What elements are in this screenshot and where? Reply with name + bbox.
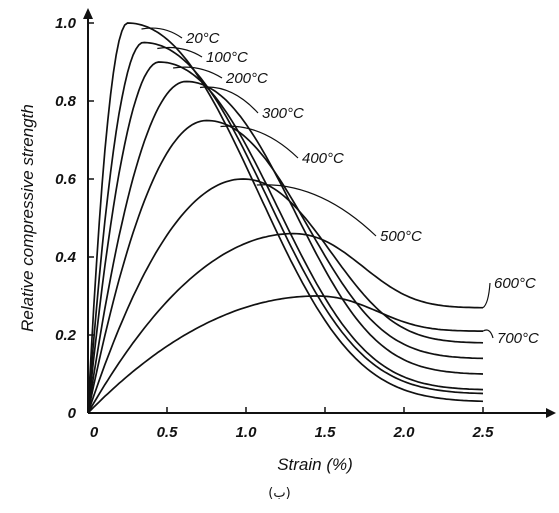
y-tick-label: 0: [68, 405, 77, 422]
label-leader-line: [220, 125, 299, 159]
x-tick-label: 1.5: [315, 424, 337, 441]
series-line-20c: [87, 22, 484, 414]
label-leader-line: [141, 27, 183, 39]
series-label-300c: 300°C: [262, 105, 304, 122]
x-axis-arrow-icon: [546, 408, 556, 418]
series-label-20c: 20°C: [185, 30, 220, 47]
figure-caption: (ب): [268, 486, 291, 501]
series-label-700c: 700°C: [497, 330, 539, 347]
label-leader-line: [157, 46, 203, 58]
y-tick-label: 0.6: [55, 171, 77, 188]
y-tick-label: 0.8: [55, 93, 77, 110]
y-axis-arrow-icon: [83, 8, 93, 19]
x-tick-label: 2.5: [472, 424, 495, 441]
series-line-300c: [87, 80, 484, 414]
label-leader-line: [482, 329, 494, 339]
y-tick-label: 0.4: [55, 249, 77, 266]
series-line-700c: [87, 295, 483, 414]
y-tick-label: 0.2: [55, 327, 77, 344]
x-axis-label: Strain (%): [277, 455, 353, 474]
label-leader-line: [199, 86, 259, 114]
series-line-400c: [87, 119, 484, 414]
y-axis-label: Relative compressive strength: [18, 104, 37, 332]
series-line-600c: [87, 232, 483, 414]
x-tick-label: 0.5: [157, 424, 179, 441]
label-leader-line: [482, 282, 491, 309]
x-tick-label: 1.0: [236, 424, 258, 441]
x-tick-label: 2.0: [393, 424, 416, 441]
label-leader-line: [173, 66, 223, 79]
series-label-500c: 500°C: [380, 228, 422, 245]
series-line-500c: [87, 178, 484, 414]
series-line-100c: [87, 41, 484, 414]
label-leader-line: [256, 184, 377, 237]
series-line-200c: [87, 61, 484, 414]
series-label-600c: 600°C: [494, 275, 536, 292]
series-label-200c: 200°C: [225, 70, 268, 87]
x-tick-label: 0: [90, 424, 99, 441]
y-tick-label: 1.0: [55, 15, 77, 32]
series-label-100c: 100°C: [206, 49, 248, 66]
series-label-400c: 400°C: [302, 150, 344, 167]
